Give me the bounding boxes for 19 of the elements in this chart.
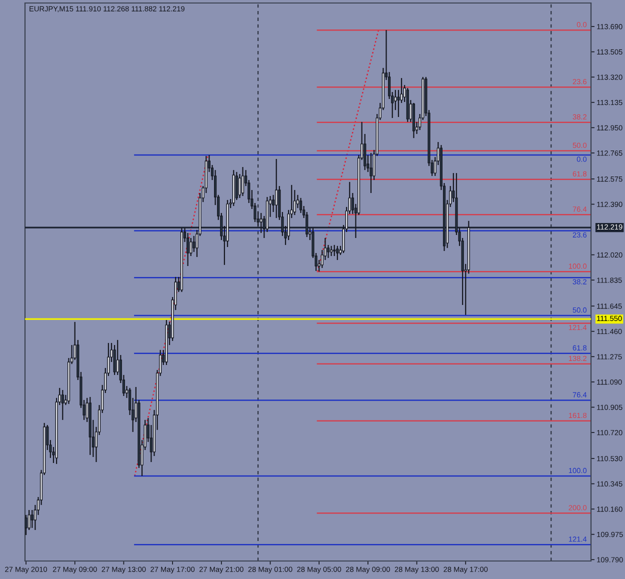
candlestick [190,237,192,257]
candlestick [28,509,30,531]
candlestick [192,235,196,252]
candlestick [397,89,400,118]
candlestick [293,189,296,216]
candlestick [336,245,339,261]
candlestick [186,232,190,267]
candlestick [370,152,372,194]
candlestick [235,171,238,201]
candlestick [275,158,278,219]
candlestick [61,389,64,420]
candlestick [260,212,262,234]
candlestick [25,514,28,536]
candlestick [113,344,116,376]
candlestick [330,245,333,257]
candlestick [241,166,244,197]
candlestick [333,244,336,257]
candlestick [299,197,302,214]
candlestick [30,509,34,528]
